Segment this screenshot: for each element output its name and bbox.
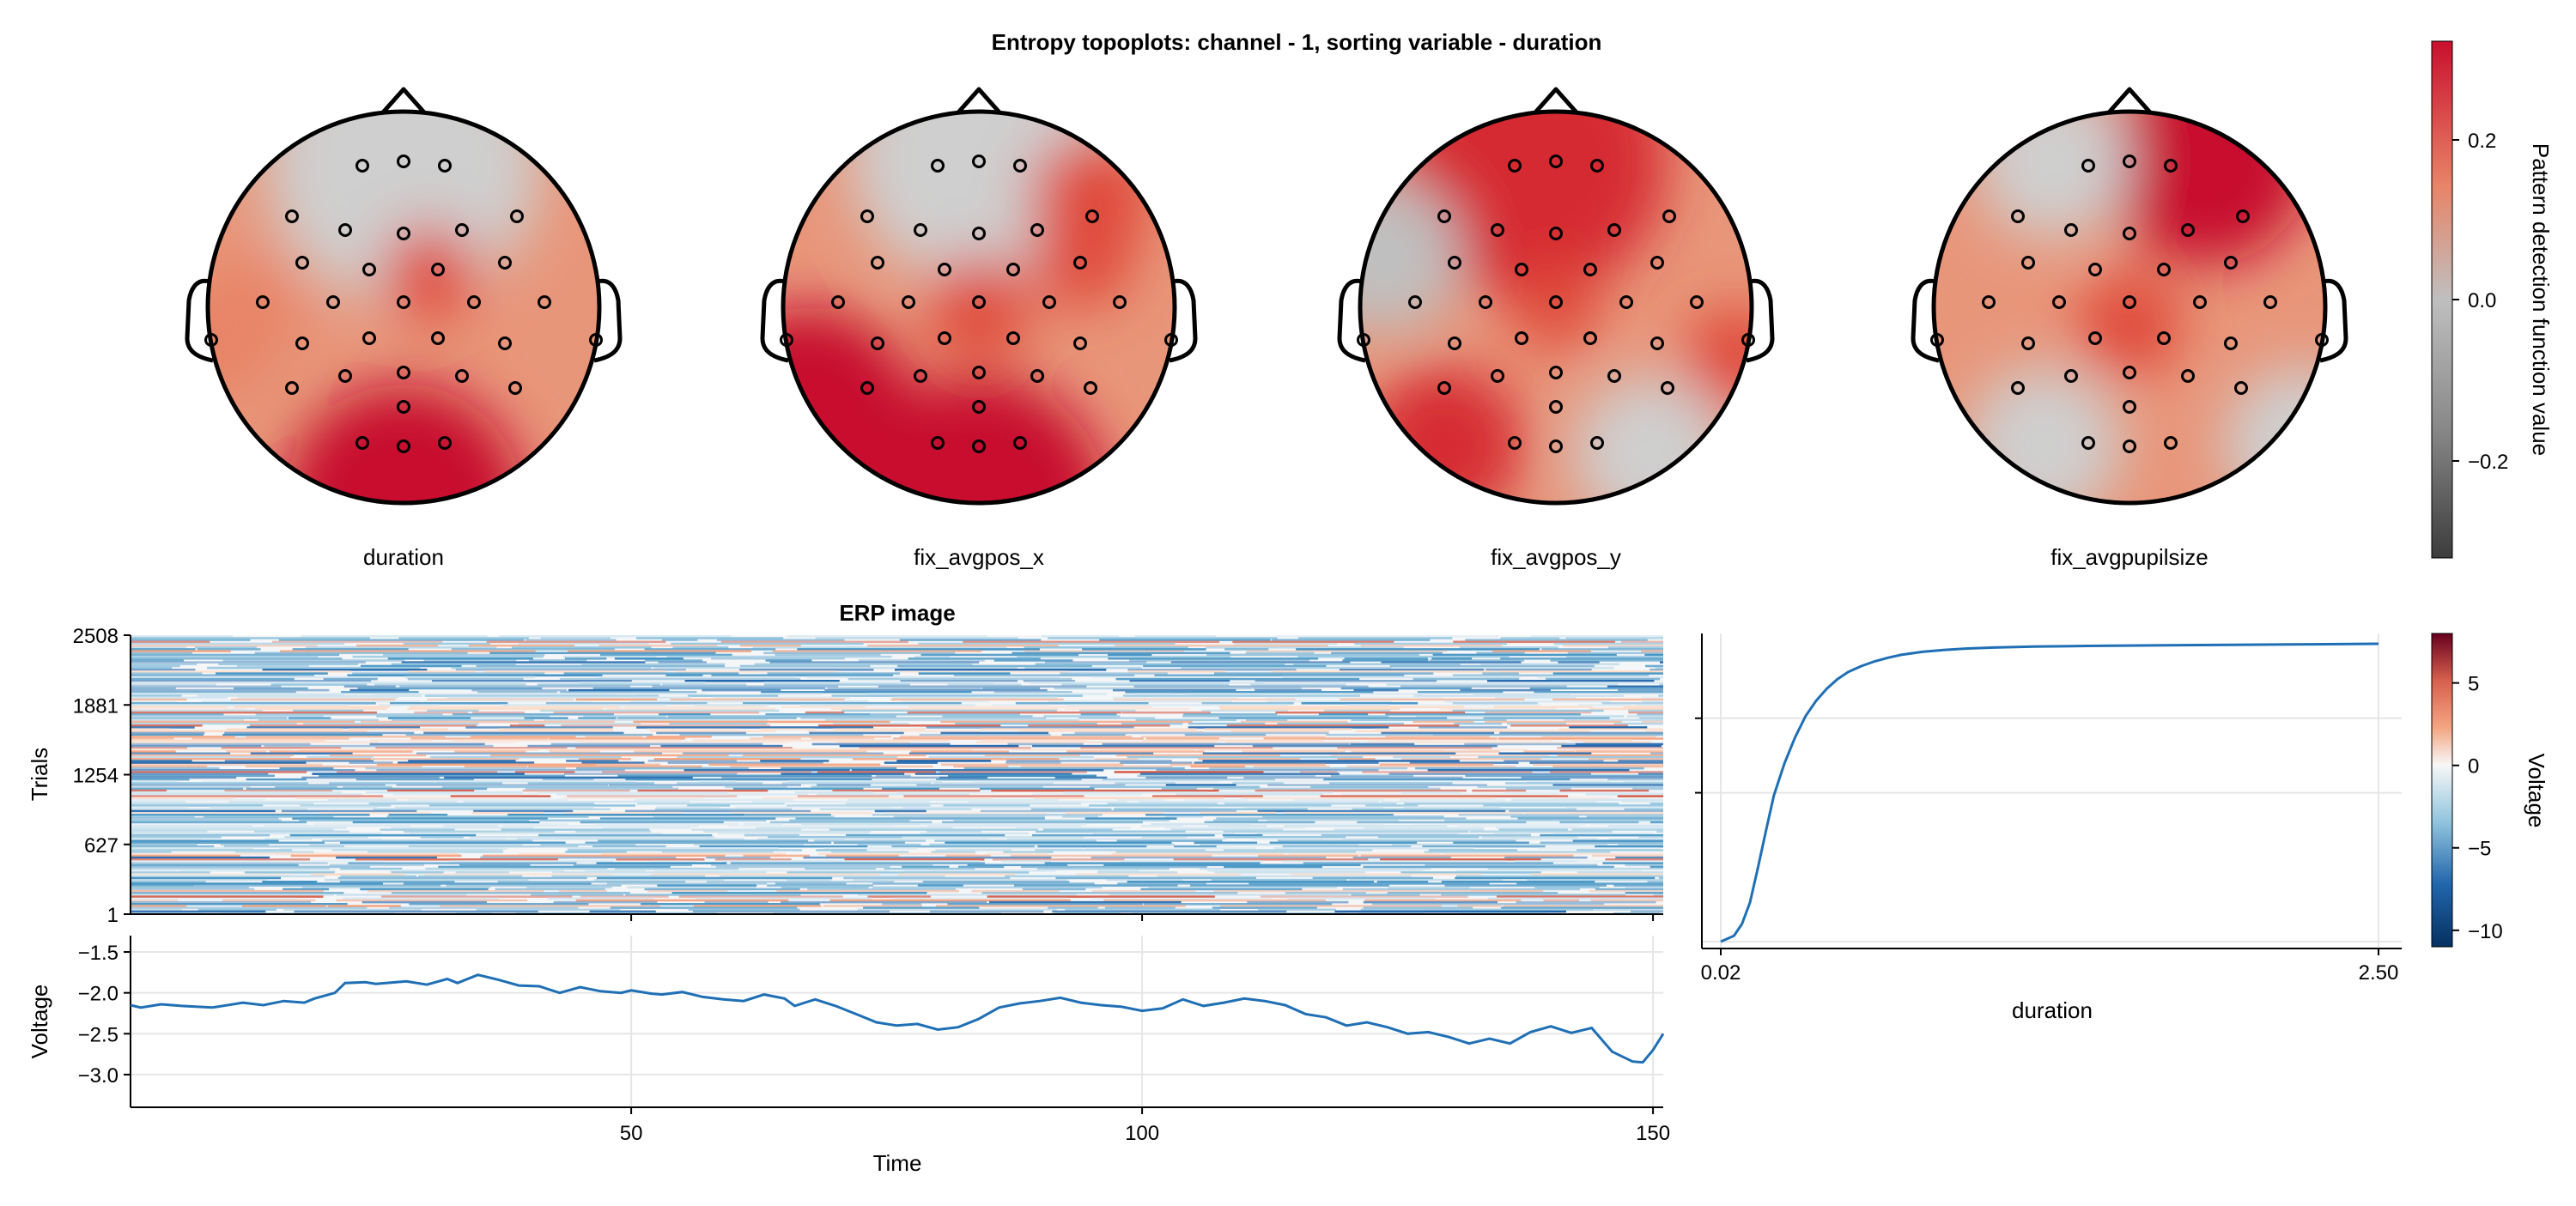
- erp-image-ylabel: Trials: [27, 748, 52, 802]
- erp-image-panel: ERP image 2508 1881 1254 627 1 Trials: [27, 600, 1663, 927]
- voltage-colorbar-tick: −5: [2468, 838, 2491, 861]
- erp-line-panel: −1.5 −2.0 −2.5 −3.0 50 100 150 Time Voltage: [27, 936, 1670, 1176]
- topoplot-label: fix_avgpos_y: [1491, 544, 1621, 570]
- topoplot: duration: [155, 28, 620, 625]
- erp-line-xtick-label: 50: [620, 1122, 643, 1145]
- topoplot-label: fix_avgpos_x: [914, 544, 1044, 570]
- voltage-colorbar-gradient: [2432, 633, 2452, 947]
- heatmap-ytick-label: 1254: [73, 765, 118, 788]
- topoplot-surface: [155, 28, 599, 625]
- erp-line-ylabel: Voltage: [27, 985, 52, 1059]
- heatmap-cell: [1002, 860, 1052, 863]
- sorting-variable-grid: [1702, 633, 2402, 948]
- heatmap-cell: [884, 761, 938, 764]
- voltage-colorbar-tick: −10: [2468, 920, 2503, 943]
- sorting-variable-xtick-label: 2.50: [2359, 961, 2399, 985]
- voltage-colorbar-tick: 0: [2468, 755, 2479, 779]
- sorting-variable-axes: 0.02 2.50: [1695, 718, 2398, 985]
- heatmap-cell: [1454, 723, 1502, 725]
- nose-icon: [1535, 89, 1577, 112]
- topo-colorbar-gradient: [2432, 41, 2452, 558]
- heatmap-ytick-label: 1: [107, 904, 118, 927]
- erp-line-ytick-label: −1.5: [78, 942, 118, 965]
- nose-icon: [2109, 89, 2150, 112]
- topoplot-label: duration: [363, 544, 444, 570]
- erp-line-grid: [131, 936, 1663, 1107]
- topo-colorbar-tick: 0.0: [2468, 289, 2496, 312]
- erp-line-xlabel: Time: [873, 1150, 922, 1176]
- heatmap-cell: [1202, 710, 1288, 712]
- topoplot: fix_avgpos_x: [696, 28, 1195, 633]
- topo-colorbar-tick: −0.2: [2468, 451, 2508, 474]
- erp-line-ytick-label: −2.5: [78, 1023, 118, 1046]
- voltage-colorbar: 5 0 −5 −10 Voltage: [2432, 633, 2549, 947]
- erp-line-ytick-label: −3.0: [78, 1064, 118, 1088]
- erp-line-ytick-label: −2.0: [78, 983, 118, 1006]
- sorting-variable-panel: 0.02 2.50 duration: [1695, 633, 2402, 1023]
- heatmap-ytick-label: 2508: [73, 625, 118, 648]
- heatmap-ytick-label: 627: [84, 834, 118, 858]
- heatmap-cell: [662, 639, 697, 641]
- erp-image-title: ERP image: [839, 600, 955, 626]
- nose-icon: [383, 89, 424, 112]
- topoplot-row: duration fix_avgpos_x fix_avgpos_y fix_avgp…: [155, 24, 2379, 633]
- heatmap-cell: [1656, 831, 1663, 833]
- erp-heatmap: [131, 635, 1663, 914]
- heatmap-cell: [1660, 661, 1663, 664]
- topoplot: fix_avgpupilsize: [1913, 58, 2379, 570]
- erp-line-axes: −1.5 −2.0 −2.5 −3.0 50 100 150: [78, 942, 1671, 1145]
- erp-line-xtick-label: 150: [1636, 1122, 1670, 1145]
- topo-colorbar: 0.2 0.0 −0.2 Pattern detection function …: [2432, 41, 2554, 558]
- topoplot-surface: [696, 28, 1175, 633]
- topo-colorbar-tick: 0.2: [2468, 130, 2496, 153]
- nose-icon: [958, 89, 999, 112]
- topoplot: fix_avgpos_y: [1307, 24, 1788, 570]
- sorting-variable-xtick-label: 0.02: [1701, 961, 1741, 985]
- erp-line-xtick-label: 100: [1125, 1122, 1159, 1145]
- heatmap-cell: [1618, 795, 1663, 797]
- voltage-colorbar-tick: 5: [2468, 673, 2479, 696]
- sorting-variable-xlabel: duration: [2012, 997, 2093, 1023]
- topoplot-label: fix_avgpupilsize: [2050, 544, 2208, 570]
- voltage-colorbar-label: Voltage: [2524, 754, 2549, 828]
- figure-title: Entropy topoplots: channel - 1, sorting …: [992, 29, 1602, 55]
- heatmap-ytick-label: 1881: [73, 694, 118, 718]
- topo-colorbar-label: Pattern detection function value: [2528, 143, 2554, 456]
- erp-mean-line: [131, 975, 1663, 1063]
